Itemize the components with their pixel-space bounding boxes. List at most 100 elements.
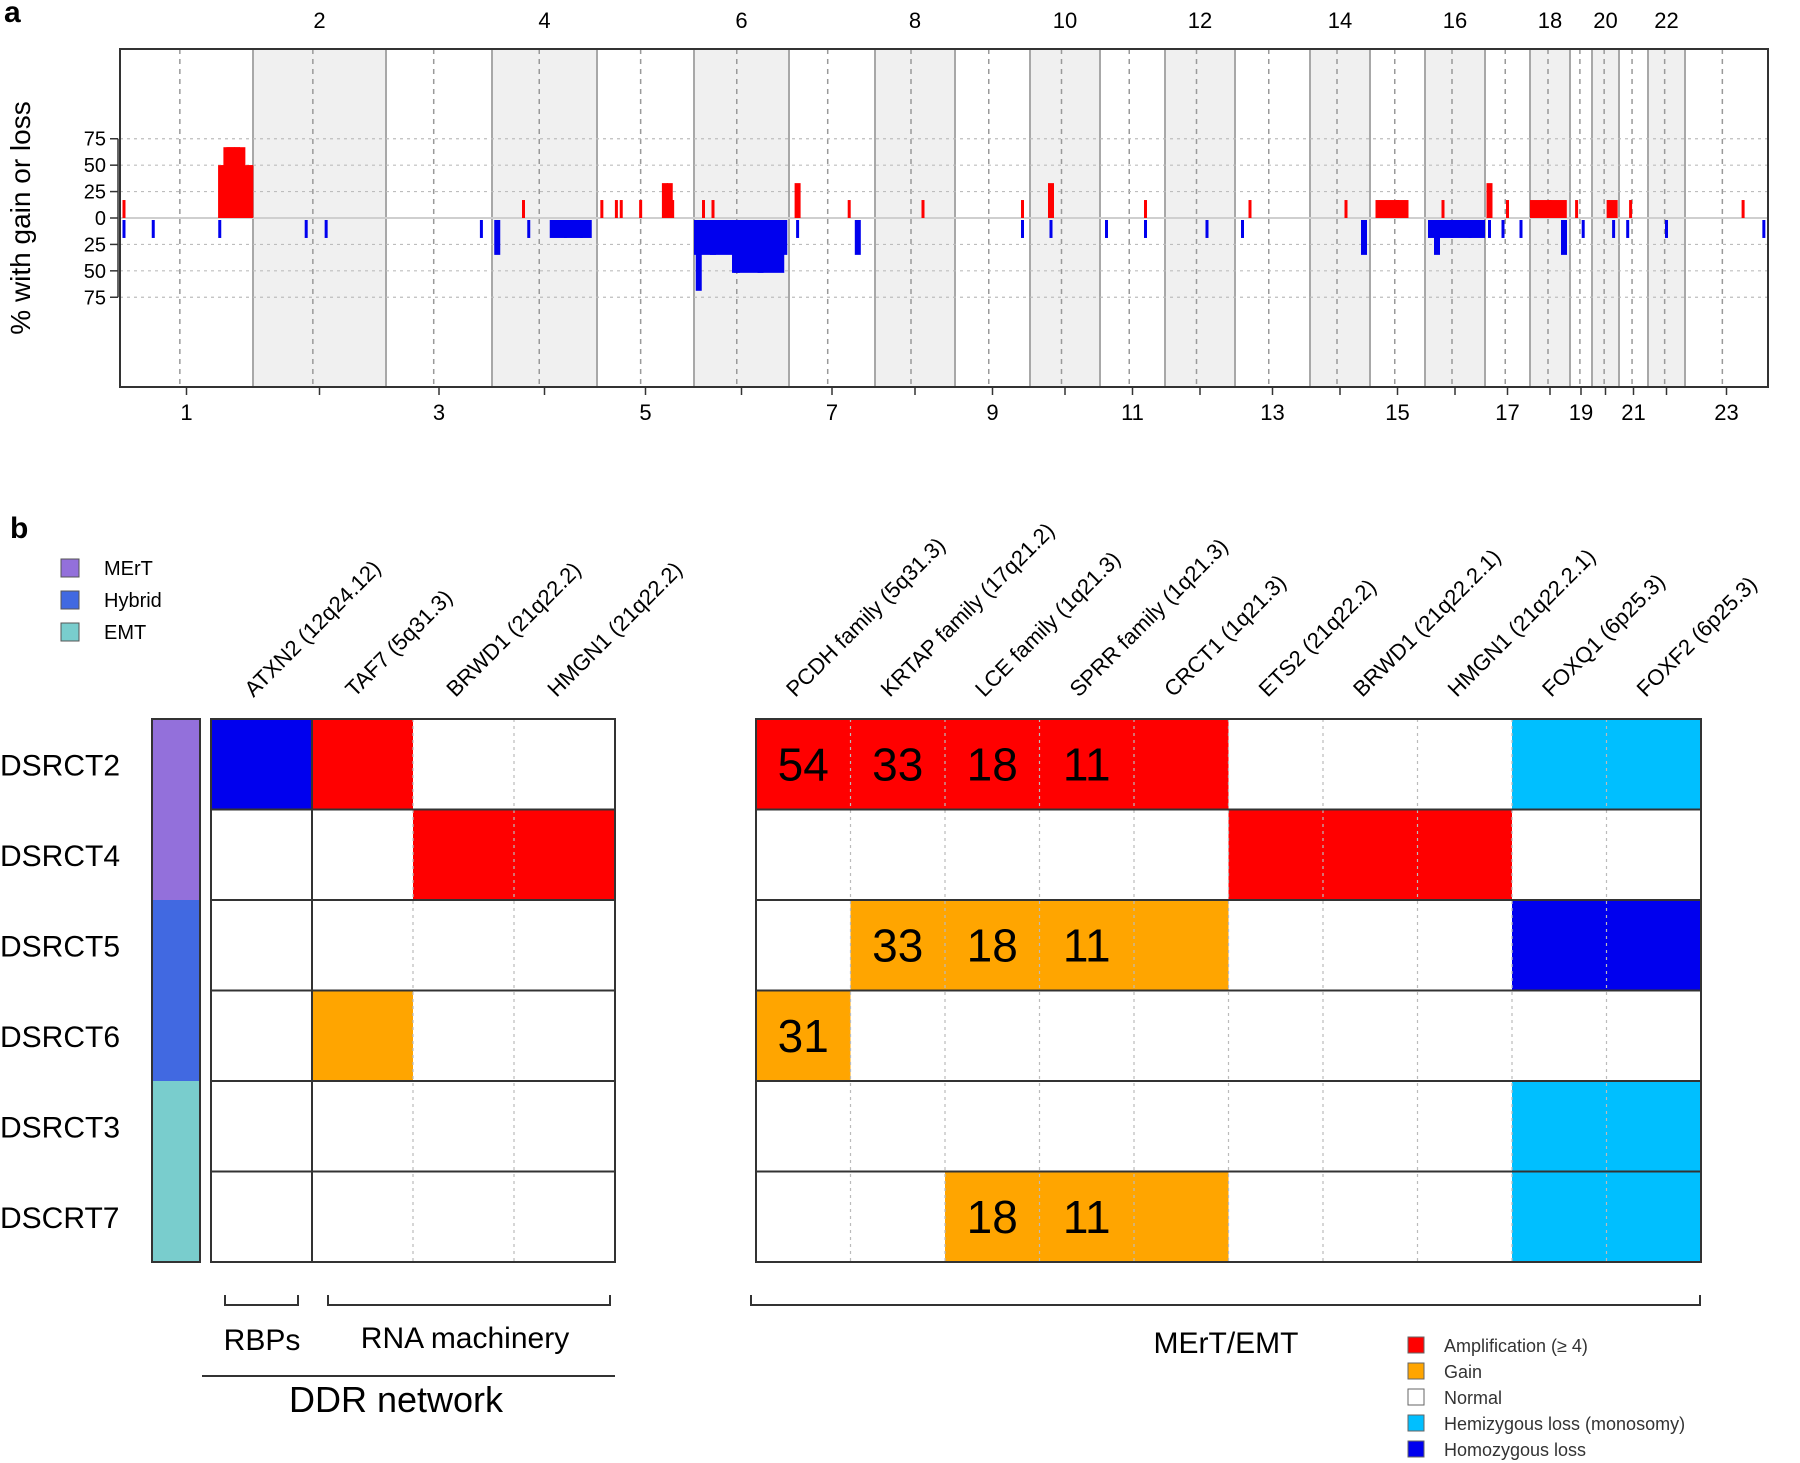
column-header: TAF7 (5q31.3) <box>340 585 457 702</box>
right-matrix-cell-normal <box>1417 1081 1512 1172</box>
gain-bar <box>1344 200 1348 218</box>
row-label: DSRCT4 <box>0 840 120 873</box>
loss-bar <box>1612 220 1616 238</box>
right-matrix-cell-normal <box>850 809 945 900</box>
right-matrix-cell-normal <box>945 809 1040 900</box>
right-matrix-cell-gain <box>945 1171 1040 1262</box>
bracket-rna-machinery <box>327 1295 611 1306</box>
right-matrix-cell-normal <box>945 990 1040 1081</box>
right-matrix-cell-normal <box>1228 1081 1323 1172</box>
subtype-bar-cell <box>152 719 200 810</box>
gain-bar <box>711 200 715 218</box>
right-matrix-cell-normal <box>1323 1171 1418 1262</box>
left-matrix-cell-normal <box>211 900 312 991</box>
loss-bar <box>304 220 308 238</box>
chromosome-label-bottom: 19 <box>1569 400 1593 425</box>
gain-bar <box>794 183 801 218</box>
gain-segment <box>1530 200 1567 218</box>
right-matrix-cell-gain <box>1134 1171 1229 1262</box>
chromosome-label-bottom: 9 <box>986 400 998 425</box>
right-matrix-cell-normal <box>850 1171 945 1262</box>
loss-bar <box>1049 220 1053 238</box>
bracket-rbps <box>224 1295 299 1306</box>
right-matrix-cell-normal <box>1228 900 1323 991</box>
right-matrix-cell-normal <box>1606 809 1701 900</box>
right-matrix-cell-normal <box>1417 719 1512 810</box>
right-matrix-cell-normal <box>1512 809 1607 900</box>
left-matrix-cell-normal <box>413 1081 514 1172</box>
right-matrix-cell-amplification <box>1039 719 1134 810</box>
y-tick-label: 75 <box>84 287 106 309</box>
status-swatch <box>1407 1362 1425 1380</box>
gain-bar <box>600 200 604 218</box>
group-label-mert-emt: MErT/EMT <box>1154 1327 1299 1360</box>
right-matrix-cell-hemizygous <box>1512 1171 1607 1262</box>
left-matrix-cell-normal <box>514 990 615 1081</box>
chromosome-label-bottom: 23 <box>1714 400 1738 425</box>
chromosome-label-top: 20 <box>1593 8 1617 33</box>
left-matrix-cell-normal <box>413 900 514 991</box>
right-matrix-cell-hemizygous <box>1512 1081 1607 1172</box>
chromosome-label-top: 22 <box>1654 8 1678 33</box>
loss-bar <box>494 220 501 255</box>
chromosome-label-top: 12 <box>1188 8 1212 33</box>
status-legend-label: Normal <box>1444 1388 1502 1408</box>
subtype-swatch-emt <box>60 622 80 642</box>
gain-bar <box>1629 200 1633 218</box>
chromosome-label-bottom: 3 <box>433 400 445 425</box>
right-matrix-cell-normal <box>1039 1081 1134 1172</box>
right-matrix-cell-normal <box>1228 719 1323 810</box>
right-matrix-cell-normal <box>1417 900 1512 991</box>
y-tick-label: 0 <box>95 208 106 230</box>
column-header: SPRR family (1q21.3) <box>1065 533 1233 701</box>
right-matrix-cell-gain <box>1039 900 1134 991</box>
chromosome-label-top: 2 <box>313 8 325 33</box>
cell-value-label: 31 <box>778 1010 829 1062</box>
gain-bar <box>1021 200 1024 218</box>
left-matrix-cell-amplification <box>413 809 514 900</box>
loss-bar <box>1205 220 1209 238</box>
row-label: DSRCT2 <box>0 749 120 782</box>
right-matrix-cell-hemizygous <box>1606 719 1701 810</box>
left-matrix-cell-normal <box>514 1081 615 1172</box>
chromosome-label-bottom: 21 <box>1621 400 1645 425</box>
status-legend-label: Amplification (≥ 4) <box>1444 1336 1588 1356</box>
loss-bar <box>1762 220 1766 238</box>
right-matrix-cell-gain <box>1134 900 1229 991</box>
left-matrix-cell-normal <box>312 1171 413 1262</box>
cell-value-label: 18 <box>967 1191 1018 1243</box>
loss-bar <box>1488 220 1491 238</box>
chromosome-label-top: 14 <box>1328 8 1352 33</box>
gain-bar <box>1506 200 1509 218</box>
status-swatch <box>1407 1414 1425 1432</box>
gain-bar <box>702 200 705 218</box>
subtype-legend-label: MErT <box>104 558 153 580</box>
gain-bar <box>921 200 925 218</box>
right-matrix-cell-normal <box>850 990 945 1081</box>
panel-label-a: a <box>4 0 21 29</box>
subtype-legend-label: Hybrid <box>104 590 162 612</box>
gain-bar <box>639 200 643 218</box>
column-header: PCDH family (5q31.3) <box>781 533 950 702</box>
right-matrix-cell-normal <box>1606 990 1701 1081</box>
gain-bar <box>1048 183 1054 218</box>
cell-value-label: 18 <box>967 738 1018 790</box>
group-label-ddr-network: DDR network <box>289 1379 504 1420</box>
right-matrix-cell-normal <box>1134 1081 1229 1172</box>
cell-value-label: 18 <box>967 919 1018 971</box>
gain-bar <box>614 200 618 218</box>
subtype-bar-cell <box>152 809 200 900</box>
right-matrix-cell-normal <box>1134 990 1229 1081</box>
gain-bar <box>1486 183 1493 218</box>
right-matrix-cell-amplification <box>1228 809 1323 900</box>
cell-value-label: 33 <box>872 919 923 971</box>
status-swatch <box>1407 1440 1425 1458</box>
left-matrix-cell-normal <box>211 1081 312 1172</box>
panel-b-heatmap: b MErT Hybrid EMT DSRCT2 DSRCT4 DSRCT5 DSRCT6 DS… <box>0 512 1762 1460</box>
right-matrix-cell-normal <box>1228 1171 1323 1262</box>
right-matrix-cell-gain <box>945 900 1040 991</box>
chromosome-label-bottom: 5 <box>639 400 651 425</box>
gain-bar <box>847 200 851 218</box>
chromosome-label-bottom: 11 <box>1121 400 1144 425</box>
